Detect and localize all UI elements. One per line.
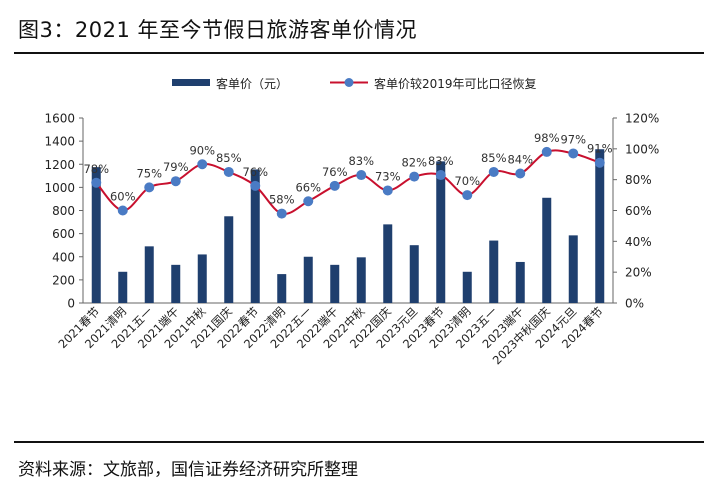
y-left-tick-label: 800 [52, 204, 75, 218]
bar [489, 240, 499, 303]
data-label: 60% [110, 190, 136, 204]
data-label: 84% [507, 153, 533, 167]
y-right-tick-label: 60% [625, 204, 652, 218]
bar [595, 149, 605, 303]
title-divider [14, 52, 704, 54]
legend-label-bar: 客单价（元） [216, 76, 288, 91]
legend-marker [344, 78, 354, 87]
y-right-tick-label: 100% [625, 142, 659, 156]
bar [383, 224, 393, 303]
bar [542, 197, 552, 303]
data-label: 79% [163, 160, 189, 174]
data-label: 83% [428, 154, 454, 168]
data-label: 76% [242, 165, 268, 179]
bar [409, 245, 419, 303]
data-label: 85% [216, 151, 242, 165]
data-label: 58% [269, 193, 295, 207]
y-left-tick-label: 1400 [44, 135, 75, 149]
source-note: 资料来源：文旅部，国信证券经济研究所整理 [18, 460, 358, 480]
data-label: 66% [295, 180, 321, 194]
y-right-tick-label: 80% [625, 173, 652, 187]
data-label: 98% [534, 131, 560, 145]
data-label: 78% [83, 162, 109, 176]
y-right-tick-label: 40% [625, 235, 652, 249]
data-label: 73% [375, 169, 401, 183]
line-marker [409, 171, 420, 182]
data-label: 70% [454, 174, 480, 188]
line-marker [91, 177, 102, 188]
legend-swatch-bar [172, 79, 210, 86]
data-label: 91% [587, 142, 613, 156]
bar [91, 167, 101, 303]
legend-label-line: 客单价较2019年可比口径恢复 [374, 76, 537, 91]
chart: 客单价（元） 客单价较2019年可比口径恢复 0 200 400 600 800 1000 12… [44, 76, 659, 367]
line-marker [462, 190, 473, 201]
bar [568, 235, 578, 303]
bar [118, 271, 128, 303]
line-marker [144, 182, 155, 193]
bar [462, 271, 472, 303]
y-left-tick-label: 400 [52, 250, 75, 264]
y-left-tick-label: 200 [52, 273, 75, 287]
y-right-tick-label: 20% [625, 266, 652, 280]
y-left-tick-label: 1200 [44, 158, 75, 172]
bar [330, 264, 340, 303]
y-left-tick-label: 1600 [44, 112, 75, 126]
line-marker [303, 196, 314, 207]
bar [436, 161, 446, 303]
bar [356, 257, 366, 303]
bar [171, 264, 181, 303]
line-marker [356, 170, 367, 181]
line-marker [568, 148, 579, 159]
line-marker [541, 146, 552, 157]
data-label: 85% [481, 151, 507, 165]
bar [224, 216, 234, 303]
y-left-tick-label: 1000 [44, 181, 75, 195]
y-right-tick-label: 0% [625, 297, 644, 311]
line-marker [435, 170, 446, 181]
line-marker [170, 176, 181, 187]
bar [197, 254, 207, 303]
line-marker [329, 180, 340, 191]
source-divider [14, 441, 704, 443]
legend: 客单价（元） 客单价较2019年可比口径恢复 [172, 76, 537, 91]
line-marker [488, 166, 499, 177]
line-marker [117, 205, 128, 216]
line-marker [515, 168, 526, 179]
data-label: 82% [401, 156, 427, 170]
line-marker [276, 208, 287, 219]
bar [144, 246, 154, 303]
bar [250, 169, 260, 303]
data-label: 75% [136, 166, 162, 180]
data-label: 76% [322, 165, 348, 179]
bar [303, 256, 313, 303]
line-marker [197, 159, 208, 170]
line-marker [382, 185, 393, 196]
y-right-tick-label: 120% [625, 112, 659, 126]
line-marker [223, 166, 234, 177]
data-label: 90% [189, 143, 215, 157]
page-title: 图3：2021 年至今节假日旅游客单价情况 [18, 18, 417, 42]
data-label: 97% [560, 132, 586, 146]
bar [277, 274, 287, 303]
data-label: 83% [348, 154, 374, 168]
bar [515, 261, 525, 303]
y-left-tick-label: 0 [67, 297, 75, 311]
line-marker [594, 157, 605, 168]
y-left-tick-label: 600 [52, 227, 75, 241]
line-marker [250, 180, 261, 191]
